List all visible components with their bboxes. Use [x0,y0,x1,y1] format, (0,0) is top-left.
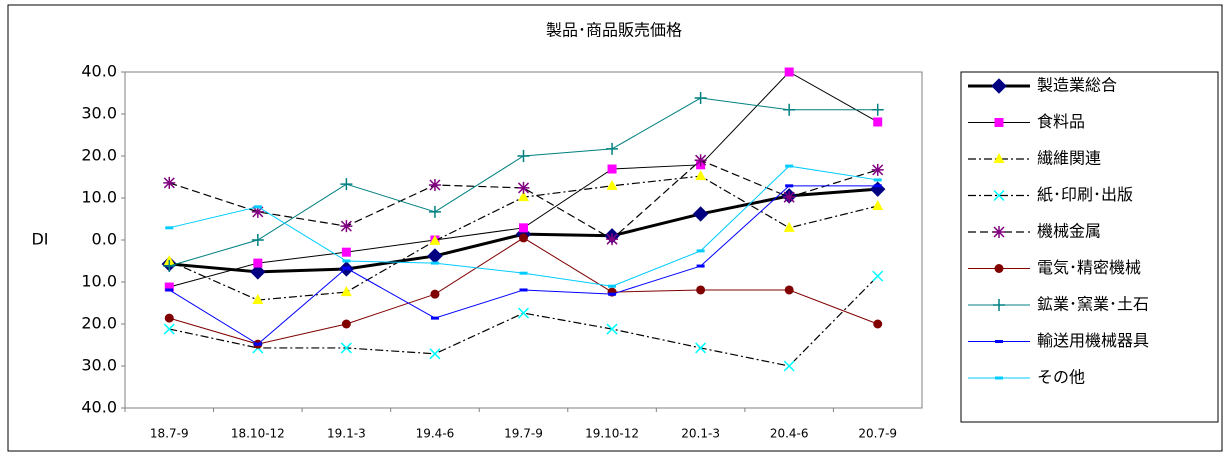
x-tick-label: 20.4-6 [770,427,809,441]
marker [607,164,617,174]
legend-marker [993,153,1005,163]
legend-label: 紙･印刷･出版 [1037,185,1133,204]
y-axis-label: DI [31,230,48,249]
chart-title: 製品･商品販売価格 [546,21,682,40]
marker [519,223,528,233]
series-line [169,159,878,240]
marker [783,103,796,116]
x-tick-label: 20.1-3 [681,427,720,441]
marker [251,205,264,218]
y-tick-label: 40.0 [81,398,117,417]
legend-label: 食料品 [1037,112,1085,131]
marker [784,67,794,77]
marker [251,234,264,246]
legend-label: 繊維関連 [1037,149,1101,168]
marker [517,307,530,319]
y-tick-label: 20.0 [81,146,117,165]
marker [784,285,794,295]
legend-marker [993,226,1005,238]
marker [429,348,441,360]
marker [252,294,264,305]
y-tick-label: 0.0 [92,230,117,249]
marker [428,205,441,218]
legend-marker [993,189,1005,202]
x-tick-label: 19.4-6 [416,427,455,441]
marker [606,233,619,246]
marker [163,255,175,265]
legend-label: 機械金属 [1037,222,1101,241]
marker [695,170,707,181]
marker [340,342,352,354]
marker [606,179,618,190]
marker [518,191,529,202]
legend [960,71,1219,423]
marker [696,285,706,295]
marker [695,342,707,354]
legend-marker [991,78,1007,94]
legend-marker [993,299,1005,311]
legend-label: その他 [1037,368,1085,387]
marker [873,117,883,127]
marker [163,260,176,273]
x-tick-label: 20.7-9 [858,427,897,441]
legend-label: 輸送用機械器具 [1037,331,1149,350]
marker [340,286,352,297]
marker [606,142,619,155]
legend-marker [994,118,1004,127]
legend-label: 鉱業･窯業･土石 [1037,295,1149,314]
y-tick-label: 30.0 [81,104,117,123]
legend-label: 製造業総合 [1037,76,1117,95]
marker [340,220,353,233]
marker [517,181,530,194]
marker [872,199,884,210]
y-tick-label: 30.0 [81,356,117,375]
marker [873,319,883,329]
marker [428,178,441,191]
y-tick-label: 10.0 [81,188,117,207]
x-tick-label: 18.7-9 [150,427,189,441]
legend-marker [994,264,1004,273]
marker [341,319,351,329]
marker [164,313,174,323]
marker [783,360,795,372]
marker [341,247,351,257]
marker [694,92,707,105]
y-tick-label: 10.0 [81,272,117,291]
x-tick-label: 19.7-9 [504,427,543,441]
marker [164,282,174,292]
marker [871,163,884,176]
marker [783,191,796,204]
marker [429,234,441,245]
marker [872,270,884,282]
marker [430,289,440,299]
x-tick-label: 19.1-3 [327,427,366,441]
marker [692,206,709,222]
marker [606,323,618,335]
y-tick-label: 20.0 [81,314,117,333]
y-tick-label: 40.0 [81,62,117,81]
marker [783,221,795,232]
marker [519,233,528,243]
marker [163,176,176,189]
marker [694,154,707,167]
legend-label: 電気･精密機械 [1037,258,1141,277]
marker [871,103,884,116]
marker [340,178,353,191]
marker [163,323,175,335]
marker [517,150,530,162]
marker [250,264,266,280]
x-tick-label: 19.10-12 [585,427,639,441]
marker [253,258,263,268]
x-tick-label: 18.10-12 [231,427,285,441]
